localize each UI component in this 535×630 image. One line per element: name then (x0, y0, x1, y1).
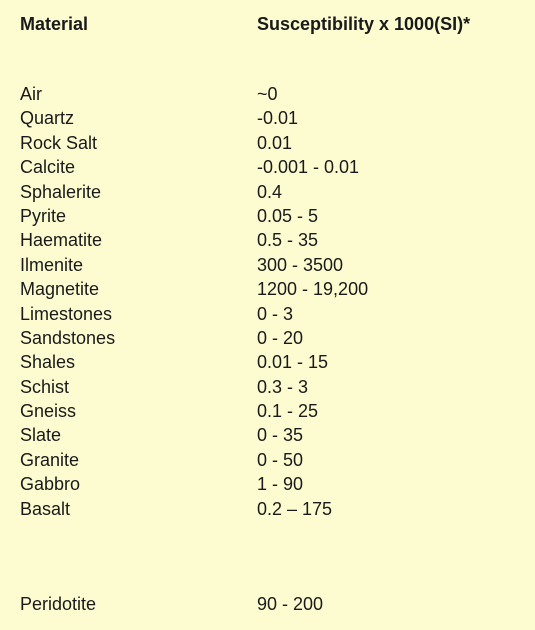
material-name: Gabbro (20, 474, 81, 495)
susceptibility-value: 1200 - 19,200 (257, 279, 369, 300)
table-row: Pyrite 0.05 - 5 (0, 204, 535, 228)
material-name: Shales (20, 352, 76, 373)
material-name: Sphalerite (20, 181, 102, 202)
susceptibility-value: 0.05 - 5 (257, 205, 319, 226)
table-row: Granite 0 - 50 (0, 448, 535, 472)
header-material: Material (20, 14, 89, 34)
table-row: Sphalerite 0.4 (0, 180, 535, 204)
table-row: Rock Salt 0.01 (0, 131, 535, 155)
material-name: Calcite (20, 157, 76, 178)
table-row: Magnetite 1200 - 19,200 (0, 277, 535, 301)
table-row: Air ~0 (0, 82, 535, 106)
material-name: Rock Salt (20, 132, 98, 153)
material-name: Gneiss (20, 401, 77, 422)
material-name: Air (20, 84, 42, 104)
susceptibility-value: 1 - 90 (257, 474, 304, 495)
table-row: Limestones 0 - 3 (0, 302, 535, 326)
susceptibility-value: 0.4 (257, 181, 283, 202)
material-name: Magnetite (20, 279, 100, 300)
material-name: Haematite (20, 230, 103, 251)
susceptibility-value: 300 - 3500 (257, 254, 344, 275)
material-name: Schist (20, 376, 70, 397)
material-name: Ilmenite (20, 254, 84, 275)
susceptibility-value: -0.01 (257, 108, 299, 129)
table-row: Peridotite 90 - 200 (0, 592, 535, 616)
table-header: Material Susceptibility x 1000(SI)* (0, 10, 535, 38)
table-row: Calcite -0.001 - 0.01 (0, 155, 535, 179)
table-row: Sandstones 0 - 20 (0, 326, 535, 350)
susceptibility-value: 0.3 - 3 (257, 376, 309, 397)
table-row: Ilmenite 300 - 3500 (0, 253, 535, 277)
susceptibility-value: 0.01 - 15 (257, 352, 329, 373)
susceptibility-value: -0.001 - 0.01 (257, 157, 360, 178)
header-susceptibility: Susceptibility x 1000(SI)* (257, 14, 471, 34)
susceptibility-value: 0.01 (257, 132, 293, 153)
susceptibility-value: 0 - 50 (257, 449, 304, 470)
material-name: Granite (20, 449, 80, 470)
susceptibility-value: 90 - 200 (257, 594, 324, 614)
table-row: Schist 0.3 - 3 (0, 375, 535, 399)
table-row: Quartz -0.01 (0, 106, 535, 130)
table-row: Gneiss 0.1 - 25 (0, 399, 535, 423)
material-name: Limestones (20, 303, 113, 324)
material-name: Peridotite (20, 594, 97, 614)
material-name: Quartz (20, 108, 75, 129)
table-row: Shales 0.01 - 15 (0, 350, 535, 374)
table-row: Basalt 0.2 – 175 (0, 497, 535, 521)
material-name: Sandstones (20, 327, 116, 348)
susceptibility-value: 0 - 35 (257, 425, 304, 446)
susceptibility-value: 0.2 – 175 (257, 498, 333, 519)
material-name: Slate (20, 425, 62, 446)
table-row: Slate 0 - 35 (0, 423, 535, 447)
table-row: Haematite 0.5 - 35 (0, 228, 535, 252)
table-row: Gabbro 1 - 90 (0, 472, 535, 496)
susceptibility-value: 0.1 - 25 (257, 401, 319, 422)
susceptibility-value: 0 - 3 (257, 303, 294, 324)
susceptibility-value: 0.5 - 35 (257, 230, 319, 251)
susceptibility-value: ~0 (257, 84, 278, 104)
susceptibility-value: 0 - 20 (257, 327, 304, 348)
material-name: Pyrite (20, 205, 67, 226)
table-body: Air ~0 Quartz -0.01 Rock Salt 0.01 Calci… (0, 82, 535, 521)
material-name: Basalt (20, 498, 71, 519)
